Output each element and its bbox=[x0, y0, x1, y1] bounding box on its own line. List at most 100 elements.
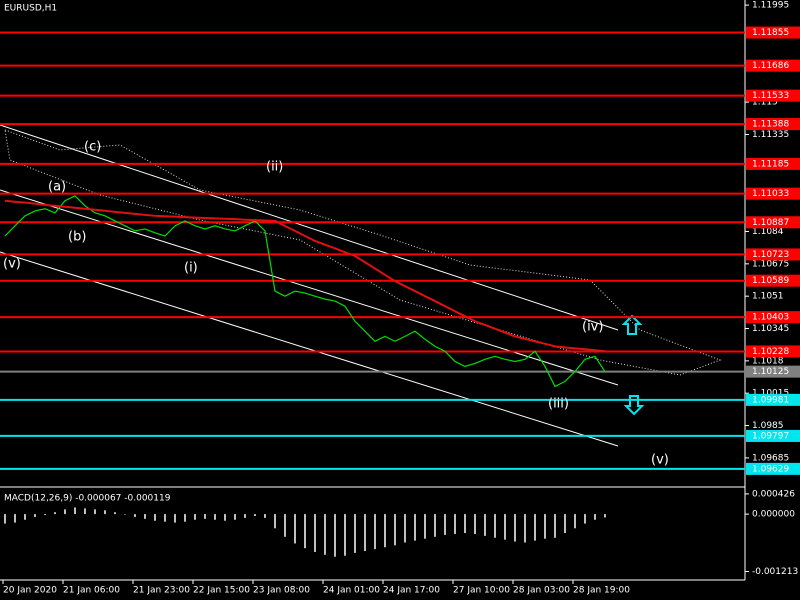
y-tick-label: 1.10675 bbox=[752, 259, 789, 269]
macd-bar bbox=[74, 507, 76, 515]
macd-bar bbox=[164, 514, 166, 522]
channel-line bbox=[0, 251, 619, 447]
macd-bar bbox=[34, 514, 36, 517]
macd-bar bbox=[254, 514, 256, 516]
macd-bar bbox=[414, 514, 416, 541]
macd-bar bbox=[264, 514, 266, 518]
level-label-box bbox=[746, 157, 800, 170]
y-tick-label: 1.10015 bbox=[752, 389, 789, 399]
macd-bar bbox=[564, 514, 566, 534]
y-tick-label: 1.11335 bbox=[752, 130, 789, 140]
x-tick-label: 28 Jan 19:00 bbox=[573, 586, 630, 596]
down-arrow bbox=[623, 395, 645, 416]
y-tick-label: 1.0985 bbox=[752, 421, 784, 431]
x-tick-label: 23 Jan 08:00 bbox=[253, 586, 310, 596]
macd-bar bbox=[234, 514, 236, 520]
level-label: 1.11855 bbox=[752, 28, 789, 38]
macd-bar bbox=[424, 514, 426, 539]
macd-bar bbox=[354, 514, 356, 553]
wave-label: (v) bbox=[3, 257, 21, 272]
macd-title: MACD(12,26,9) -0.000067 -0.000119 bbox=[4, 494, 171, 504]
level-label: 1.09797 bbox=[752, 431, 789, 441]
macd-bar bbox=[434, 514, 436, 537]
macd-bar bbox=[174, 514, 176, 523]
macd-bar bbox=[274, 514, 276, 529]
macd-bar bbox=[144, 514, 146, 519]
level-label-box bbox=[746, 393, 800, 406]
level-label-box bbox=[746, 274, 800, 287]
x-tick-label: 21 Jan 06:00 bbox=[63, 586, 120, 596]
y-tick-label: 1.1084 bbox=[752, 227, 784, 237]
level-label-box bbox=[746, 59, 800, 72]
macd-bar bbox=[534, 514, 536, 541]
macd-bar bbox=[294, 514, 296, 544]
macd-bar bbox=[24, 514, 26, 520]
y-tick-label: 0.000426 bbox=[752, 489, 795, 499]
y-tick-label: 1.11995 bbox=[752, 1, 789, 11]
y-tick-label: 1.1018 bbox=[752, 356, 784, 366]
macd-bar bbox=[454, 514, 456, 534]
wave-label: (iv) bbox=[582, 320, 603, 335]
y-tick-label: 1.1051 bbox=[752, 292, 784, 302]
level-label: 1.11533 bbox=[752, 91, 789, 101]
macd-bar bbox=[444, 514, 446, 535]
chart-title: EURUSD,H1 bbox=[4, 4, 57, 14]
level-label-box bbox=[746, 311, 800, 324]
macd-bar bbox=[4, 514, 6, 524]
level-label-box bbox=[746, 248, 800, 261]
x-tick-label: 22 Jan 15:00 bbox=[193, 586, 250, 596]
macd-bar bbox=[194, 514, 196, 520]
wave-label: (a) bbox=[48, 180, 66, 195]
macd-bar bbox=[574, 514, 576, 529]
macd-bar bbox=[214, 514, 216, 520]
x-tick-label: 28 Jan 03:00 bbox=[513, 586, 570, 596]
level-label: 1.11185 bbox=[752, 159, 789, 169]
macd-bar bbox=[504, 514, 506, 540]
y-tick-label: -0.001213 bbox=[752, 567, 798, 577]
x-tick-label: 24 Jan 01:00 bbox=[323, 586, 380, 596]
level-label-box bbox=[746, 345, 800, 358]
up-arrow bbox=[621, 314, 643, 335]
macd-bar bbox=[464, 514, 466, 534]
macd-bar bbox=[334, 514, 336, 557]
macd-bar bbox=[204, 514, 206, 519]
macd-bar bbox=[104, 510, 106, 515]
level-label: 1.10723 bbox=[752, 250, 789, 260]
level-label: 1.10125 bbox=[752, 367, 789, 377]
wave-label: (ii) bbox=[266, 160, 283, 175]
macd-bar bbox=[394, 514, 396, 546]
wave-label: (iii) bbox=[548, 397, 569, 412]
macd-bar bbox=[44, 514, 46, 516]
macd-bar bbox=[324, 514, 326, 555]
level-label-box bbox=[746, 462, 800, 475]
level-label-box bbox=[746, 89, 800, 102]
macd-bar bbox=[514, 514, 516, 542]
x-tick-label: 21 Jan 23:00 bbox=[133, 586, 190, 596]
level-label-box bbox=[746, 118, 800, 131]
macd-bar bbox=[404, 514, 406, 543]
series-line bbox=[4, 195, 606, 388]
macd-bar bbox=[314, 514, 316, 552]
macd-bar bbox=[134, 514, 136, 517]
macd-bar bbox=[14, 514, 16, 523]
wave-label: (i) bbox=[184, 261, 198, 276]
macd-bar bbox=[244, 514, 246, 518]
level-label-box bbox=[746, 187, 800, 200]
macd-bar bbox=[64, 509, 66, 515]
arrows bbox=[621, 314, 645, 416]
macd-bar bbox=[484, 514, 486, 536]
channel-line bbox=[0, 124, 619, 331]
macd-bar bbox=[94, 509, 96, 515]
macd-bar bbox=[494, 514, 496, 538]
wave-label: (c) bbox=[84, 140, 101, 155]
level-label: 1.09981 bbox=[752, 395, 789, 405]
x-tick-label: 24 Jan 17:00 bbox=[383, 586, 440, 596]
macd-bar bbox=[54, 512, 56, 515]
y-tick-label: 1.09685 bbox=[752, 453, 789, 463]
macd-bar bbox=[604, 514, 606, 518]
macd-bar bbox=[594, 514, 596, 520]
macd-bar bbox=[474, 514, 476, 534]
level-label: 1.11686 bbox=[752, 61, 789, 71]
y-tick-label: 0.000000 bbox=[752, 510, 795, 520]
